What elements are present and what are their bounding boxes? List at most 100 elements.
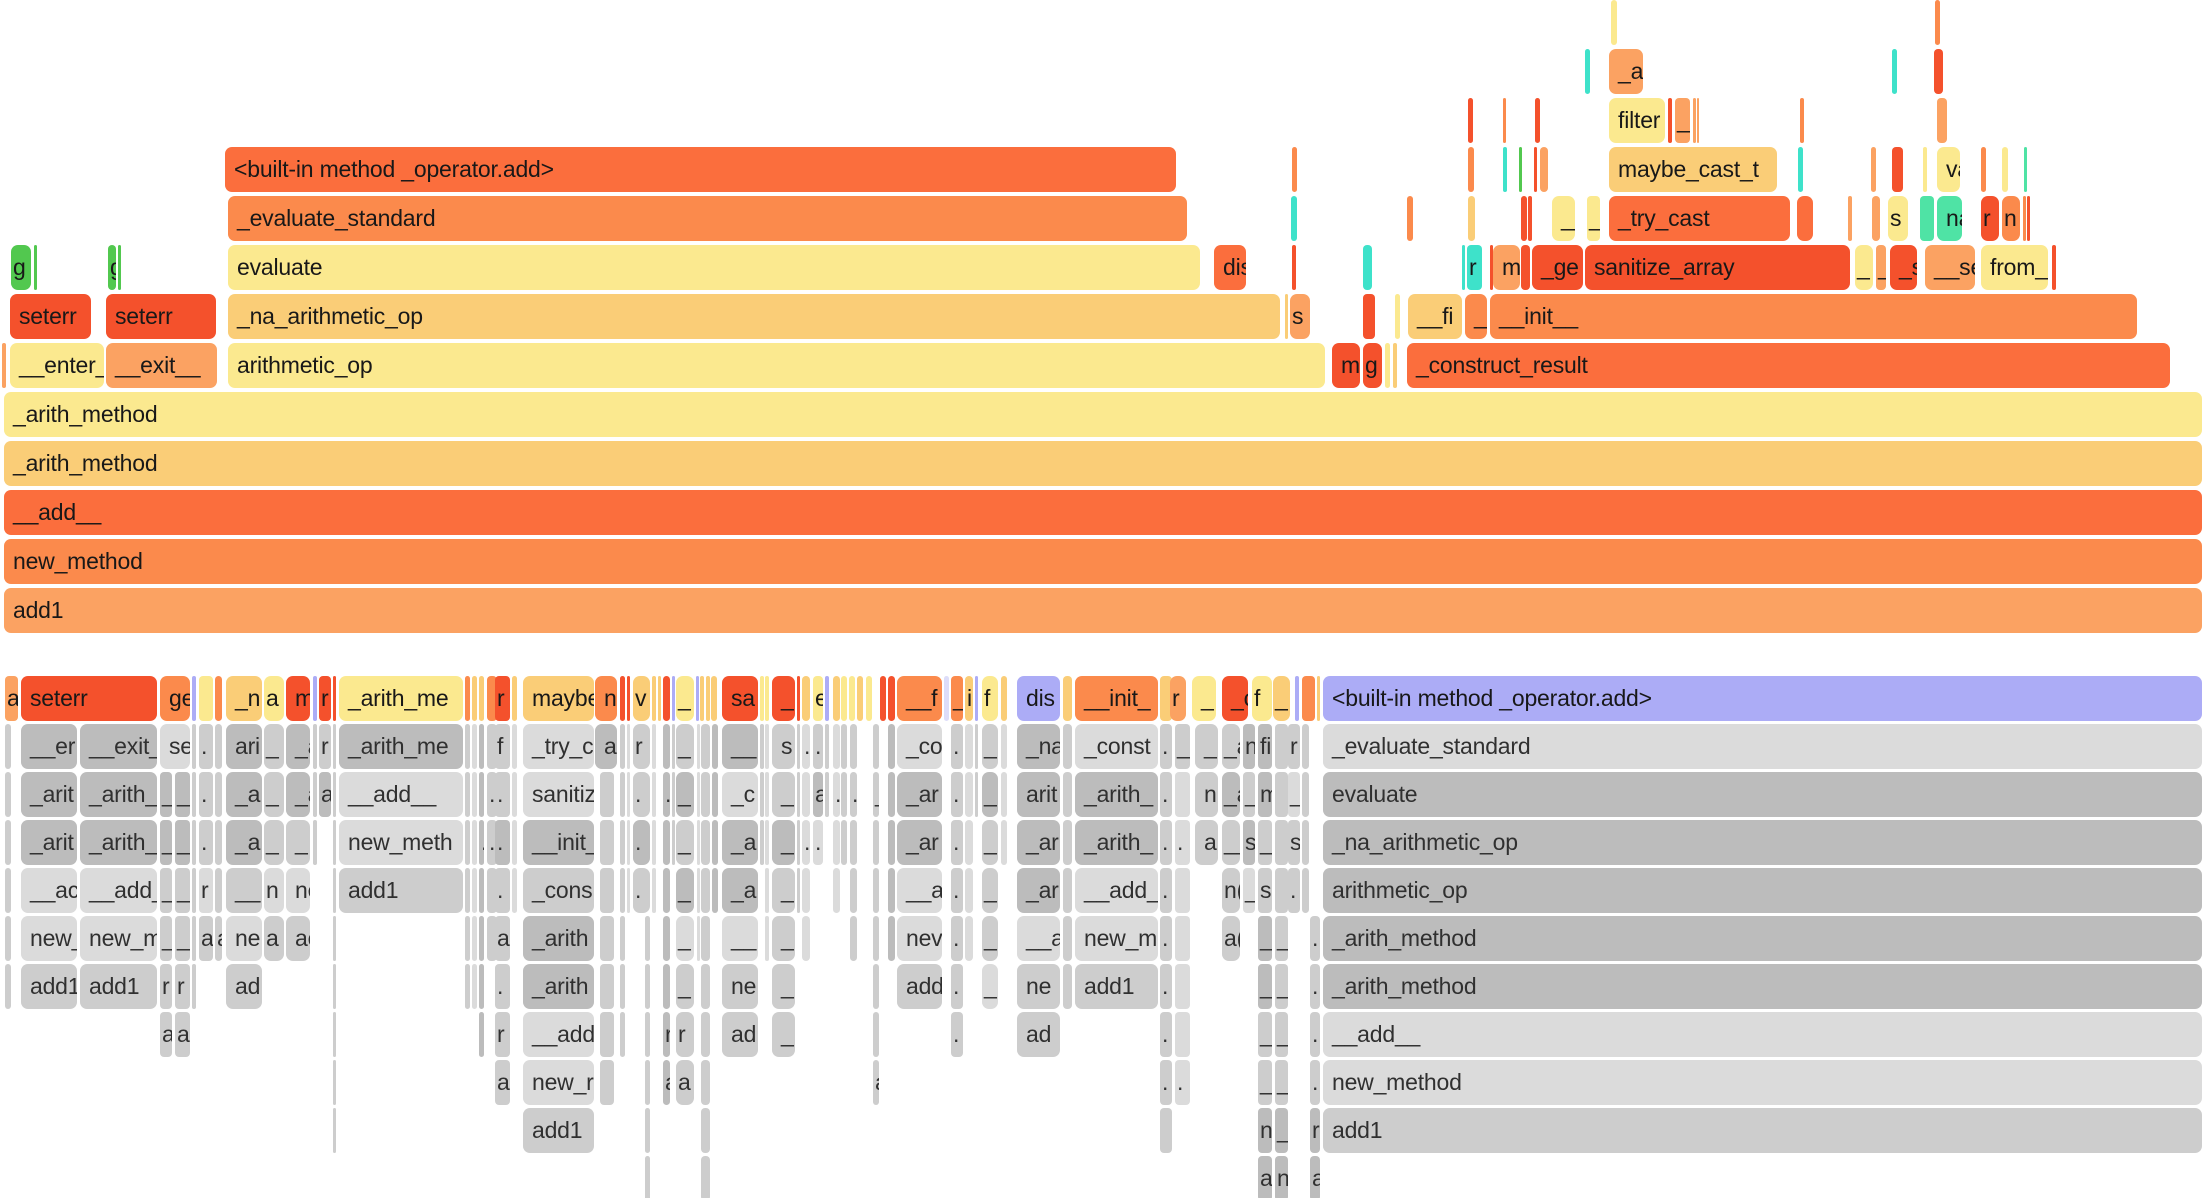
frame-n[interactable]: n xyxy=(264,868,284,913)
frame-_[interactable]: _ xyxy=(772,868,795,913)
frame-new_method[interactable]: new_method xyxy=(4,539,2202,584)
frame-_a[interactable]: _a xyxy=(1609,49,1643,94)
frame-_[interactable]: _ xyxy=(1192,676,1216,721)
frame--[interactable]: . xyxy=(1160,868,1172,913)
frame-r[interactable]: r xyxy=(633,724,650,769)
frame[interactable] xyxy=(888,676,895,721)
frame--[interactable]: . xyxy=(487,820,497,865)
frame[interactable] xyxy=(701,868,710,913)
frame-_[interactable]: _ xyxy=(873,772,879,817)
frame[interactable] xyxy=(1292,245,1296,290)
frame-_[interactable]: _ xyxy=(1258,820,1272,865)
frame[interactable] xyxy=(645,1060,650,1105)
frame-m[interactable]: m xyxy=(1332,343,1360,388)
frame[interactable] xyxy=(1395,294,1400,339)
frame[interactable] xyxy=(1892,147,1903,192)
frame-_try_c[interactable]: _try_c xyxy=(523,724,594,769)
frame[interactable] xyxy=(333,964,336,1009)
frame[interactable] xyxy=(465,676,470,721)
frame-add1[interactable]: add1 xyxy=(21,964,77,1009)
frame[interactable] xyxy=(833,820,840,865)
frame[interactable] xyxy=(2,343,6,388)
frame[interactable] xyxy=(760,724,764,769)
frame-__add_[interactable]: __add_ xyxy=(1075,868,1158,913)
frame[interactable] xyxy=(1275,868,1288,913)
frame--[interactable]: . xyxy=(495,964,510,1009)
frame[interactable] xyxy=(1160,676,1172,721)
frame[interactable] xyxy=(802,676,810,721)
frame[interactable] xyxy=(1528,196,1532,241)
frame[interactable] xyxy=(1468,196,1475,241)
frame[interactable] xyxy=(1468,147,1474,192)
frame-_arith_method[interactable]: _arith_method xyxy=(4,441,2202,486)
frame-_[interactable]: _ xyxy=(772,820,795,865)
frame-_a[interactable]: _a xyxy=(226,820,262,865)
frame-s[interactable]: s xyxy=(1243,820,1255,865)
frame[interactable] xyxy=(652,820,656,865)
frame-_arith_method[interactable]: _arith_method xyxy=(4,392,2202,437)
frame-__[interactable]: __ xyxy=(1552,196,1575,241)
frame-g[interactable]: g xyxy=(11,245,31,290)
frame--[interactable]: . xyxy=(1288,868,1300,913)
frame[interactable] xyxy=(472,916,477,961)
frame[interactable] xyxy=(888,868,895,913)
frame[interactable] xyxy=(487,724,497,769)
frame-_[interactable]: _ xyxy=(1275,1012,1288,1057)
frame--[interactable]: . xyxy=(487,772,497,817)
frame[interactable] xyxy=(2024,147,2027,192)
frame-ad[interactable]: ad xyxy=(1017,1012,1060,1057)
frame[interactable] xyxy=(192,868,196,913)
frame-_arith_method[interactable]: _arith_method xyxy=(1323,916,2202,961)
frame-_a[interactable]: _a xyxy=(722,820,758,865)
frame-a[interactable]: a xyxy=(676,1060,694,1105)
frame[interactable] xyxy=(333,676,336,721)
frame-ari[interactable]: ari xyxy=(226,724,262,769)
frame-__[interactable]: __ xyxy=(1222,820,1240,865)
frame[interactable] xyxy=(465,820,470,865)
frame[interactable] xyxy=(697,916,700,961)
frame-v[interactable]: v xyxy=(633,676,650,721)
frame[interactable] xyxy=(1871,147,1876,192)
frame--[interactable]: . xyxy=(495,820,510,865)
frame-_arith_[interactable]: _arith_ xyxy=(80,772,157,817)
frame[interactable] xyxy=(873,964,879,1009)
frame-n[interactable]: n xyxy=(1275,1156,1288,1198)
frame[interactable] xyxy=(1920,196,1934,241)
frame[interactable] xyxy=(965,724,973,769)
frame--[interactable]: . xyxy=(1310,964,1320,1009)
frame-__exit_[interactable]: __exit_ xyxy=(80,724,157,769)
frame[interactable] xyxy=(333,1108,336,1153)
frame-_a[interactable]: _a xyxy=(1222,772,1240,817)
frame[interactable] xyxy=(965,868,973,913)
frame[interactable] xyxy=(833,724,840,769)
frame[interactable] xyxy=(34,245,37,290)
frame[interactable] xyxy=(1275,772,1288,817)
frame-_n[interactable]: _n xyxy=(226,676,262,721)
frame-s[interactable]: s xyxy=(1288,820,1300,865)
frame-_[interactable]: _ xyxy=(1243,772,1255,817)
frame[interactable] xyxy=(711,676,717,721)
frame-ac[interactable]: ac xyxy=(286,916,310,961)
frame[interactable] xyxy=(652,772,656,817)
frame[interactable] xyxy=(888,820,895,865)
frame--[interactable]: . xyxy=(951,1012,963,1057)
frame-a[interactable]: a xyxy=(175,1012,190,1057)
frame[interactable] xyxy=(1363,245,1372,290)
frame[interactable] xyxy=(192,676,196,721)
frame[interactable] xyxy=(645,1156,650,1198)
frame-r[interactable]: r xyxy=(1467,245,1482,290)
frame[interactable] xyxy=(1063,724,1072,769)
frame[interactable] xyxy=(1363,294,1375,339)
frame[interactable] xyxy=(479,724,484,769)
frame[interactable] xyxy=(472,676,477,721)
frame-fi[interactable]: fi xyxy=(1258,724,1272,769)
frame--[interactable]: . xyxy=(813,820,823,865)
frame-_ar[interactable]: _ar xyxy=(897,820,942,865)
frame-r[interactable]: r xyxy=(1288,724,1300,769)
frame[interactable] xyxy=(1468,98,1473,143)
frame[interactable] xyxy=(873,868,879,913)
frame[interactable] xyxy=(512,676,517,721)
frame[interactable] xyxy=(192,772,196,817)
frame[interactable] xyxy=(1001,676,1007,721)
frame[interactable] xyxy=(802,916,810,961)
